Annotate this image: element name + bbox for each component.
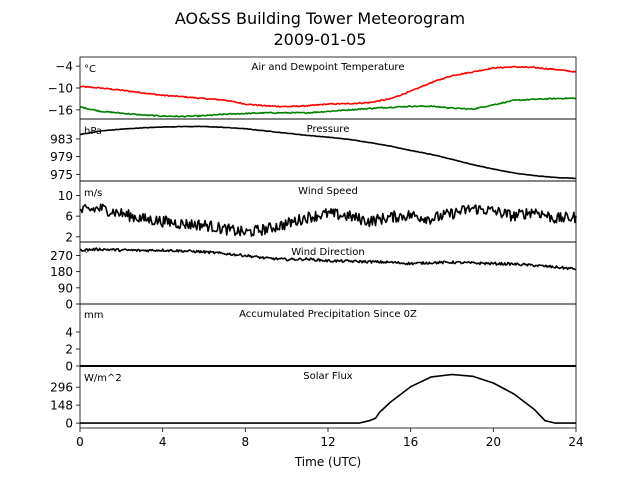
panel-title: Wind Speed — [298, 186, 358, 197]
series-line-1-2 — [79, 97, 577, 118]
panel-5: 4 2 0 Accumulated Precipitation Since 0Z mm — [65, 303, 577, 374]
y-tick-label: −16 — [48, 103, 73, 117]
panel-1: −4 −10 −16 Air and Dewpoint Temperature °C — [48, 56, 577, 120]
y-tick-label: 270 — [50, 249, 73, 263]
series-line-4-1 — [79, 247, 577, 271]
x-axis-label: Time (UTC) — [294, 455, 361, 469]
y-tick-label: 90 — [58, 281, 73, 295]
panel-title: Wind Direction — [291, 247, 365, 258]
series-line-6-1 — [80, 373, 576, 424]
y-tick-label: −4 — [55, 60, 73, 74]
x-tick-label: 12 — [320, 435, 335, 449]
panel-title: Pressure — [307, 124, 350, 135]
x-tick-label: 0 — [76, 435, 84, 449]
y-tick-label: 148 — [50, 399, 73, 413]
x-tick-label: 4 — [159, 435, 167, 449]
y-tick-label: 0 — [65, 360, 73, 374]
y-tick-label: 10 — [58, 189, 73, 203]
x-tick-label: 16 — [403, 435, 418, 449]
x-tick-label: 8 — [242, 435, 250, 449]
y-tick-label: 2 — [65, 343, 73, 357]
panel-6: 296 148 0 Solar Flux W/m^2 — [50, 365, 577, 431]
chart-date: 2009-01-05 — [274, 30, 367, 49]
x-axis: 0 4 8 12 16 20 24 — [76, 428, 584, 449]
panel-4: 270 180 90 0 Wind Direction ° — [50, 241, 577, 312]
panel-title: Air and Dewpoint Temperature — [252, 62, 405, 73]
y-tick-label: 180 — [50, 265, 73, 279]
y-tick-label: 975 — [50, 168, 73, 182]
x-tick-label: 24 — [568, 435, 583, 449]
y-tick-label: 0 — [65, 417, 73, 431]
y-tick-label: 296 — [50, 381, 73, 395]
panel-unit-label: °C — [84, 64, 96, 75]
x-tick-label: 20 — [486, 435, 501, 449]
y-tick-label: 983 — [50, 132, 73, 146]
panel-unit-label: mm — [84, 310, 103, 321]
y-tick-label: 0 — [65, 298, 73, 312]
panel-3: 10 6 2 Wind Speed m/s — [58, 180, 577, 244]
panel-2: 983 979 975 Pressure hPa — [50, 118, 577, 182]
panel-title: Accumulated Precipitation Since 0Z — [239, 309, 417, 320]
y-tick-label: 4 — [65, 326, 73, 340]
y-tick-label: 6 — [65, 210, 73, 224]
panel-unit-label: m/s — [84, 188, 102, 199]
chart-title: AO&SS Building Tower Meteorogram — [175, 9, 465, 28]
series-line-1-1 — [79, 65, 577, 108]
panel-unit-label: W/m^2 — [84, 373, 122, 384]
series-line-3-1 — [79, 203, 577, 237]
panel-unit-label: ° — [84, 249, 89, 260]
series-line-2-1 — [79, 125, 577, 180]
panels-group: −4 −10 −16 Air and Dewpoint Temperature °C 98… — [48, 56, 584, 449]
panel-title: Solar Flux — [303, 371, 353, 382]
y-tick-label: 979 — [50, 150, 73, 164]
y-tick-label: 2 — [65, 230, 73, 244]
y-tick-label: −10 — [48, 82, 73, 96]
panel-unit-label: hPa — [84, 126, 102, 137]
